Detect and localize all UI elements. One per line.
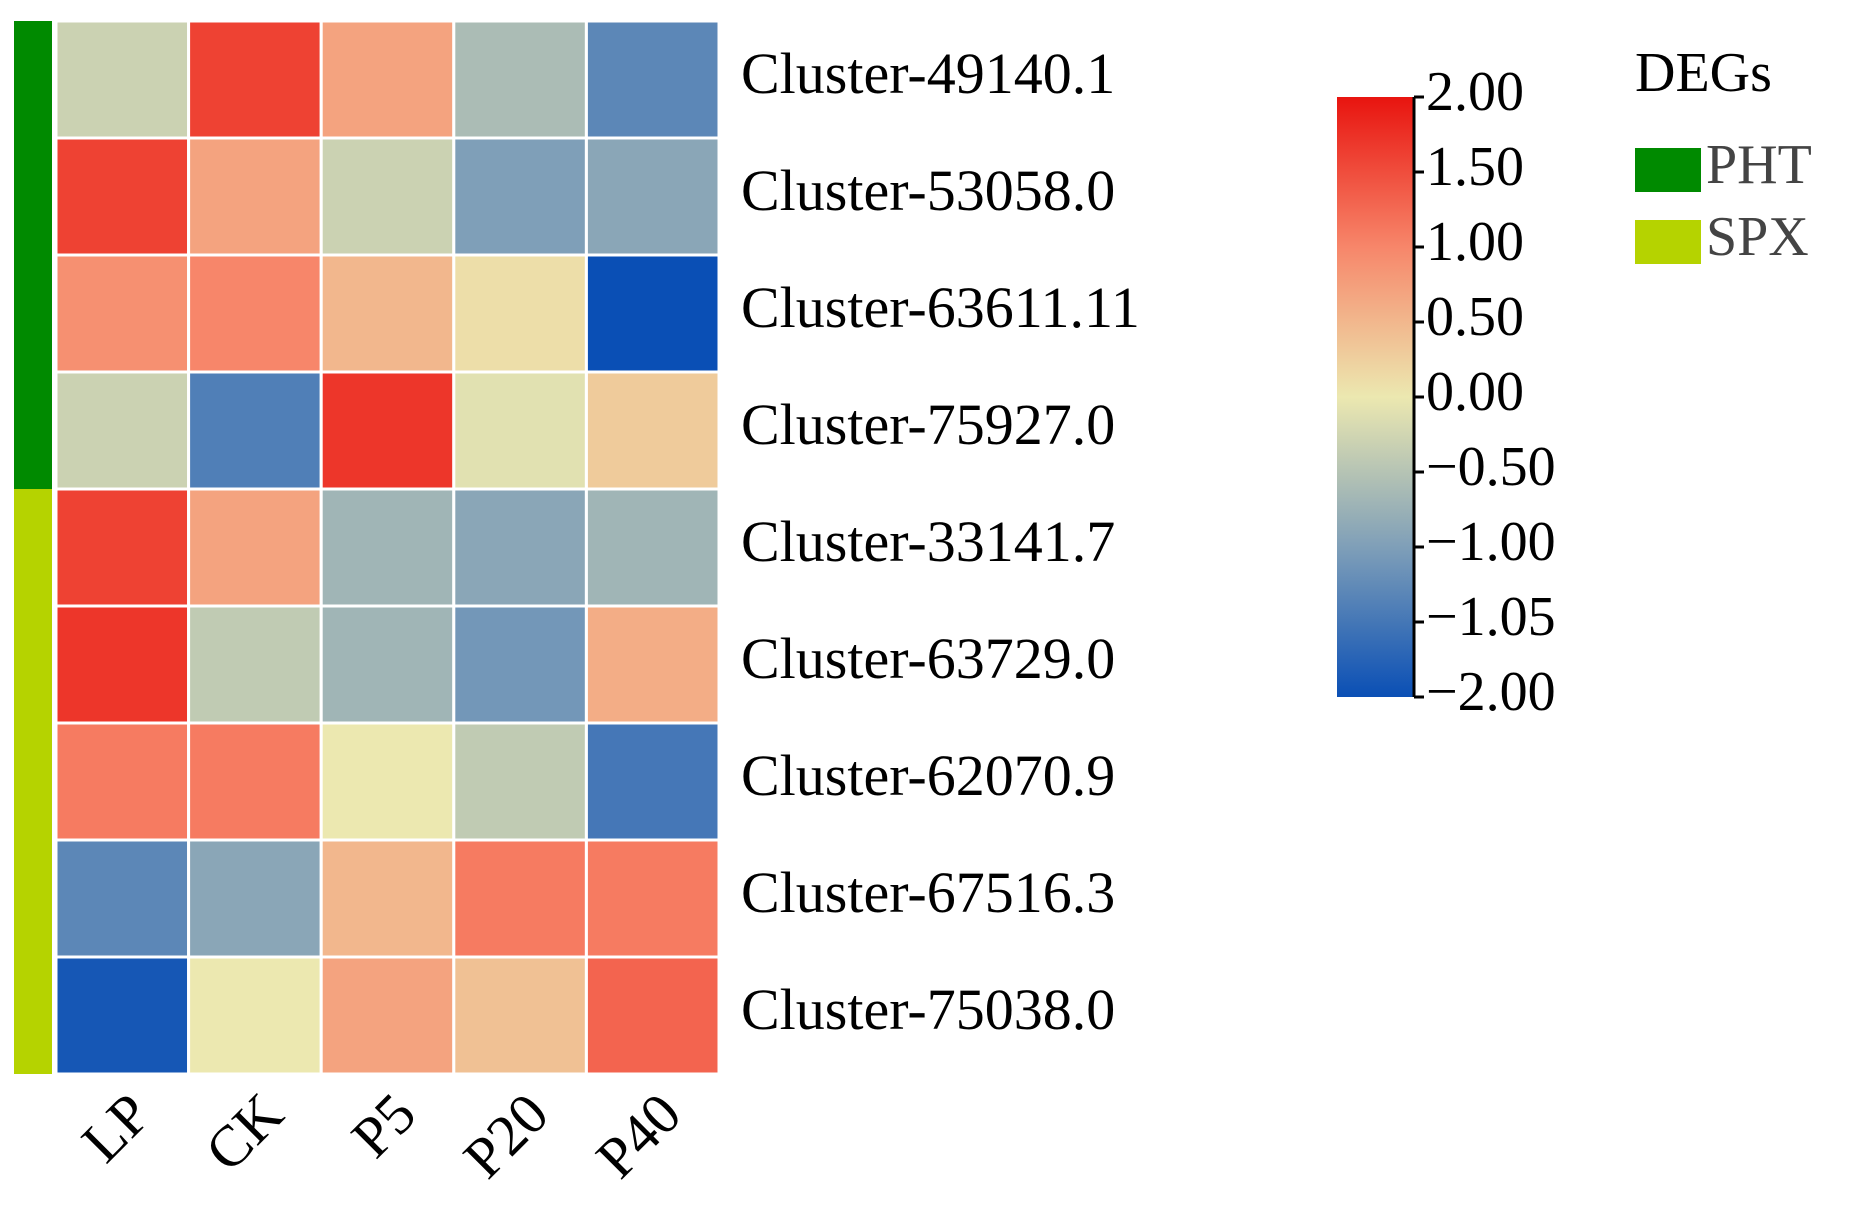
row-label: Cluster-67516.3 (741, 860, 1115, 925)
column-label: P40 (584, 1081, 694, 1191)
colorbar-tick-label: −1.00 (1426, 511, 1556, 573)
heat-cell (584, 955, 721, 1076)
row-label: Cluster-75038.0 (741, 977, 1115, 1042)
colorbar-tick-label: 0.00 (1426, 361, 1524, 423)
heat-cell (452, 838, 588, 959)
heat-cell (584, 604, 721, 725)
column-label: P20 (451, 1081, 561, 1191)
heat-cell (187, 487, 323, 608)
heat-cell (452, 955, 588, 1076)
heat-cell (54, 253, 191, 374)
heat-cell (54, 955, 191, 1076)
heat-cell (187, 370, 323, 491)
row-label: Cluster-75927.0 (741, 392, 1115, 457)
heat-cell (452, 253, 588, 374)
heat-cell (452, 370, 588, 491)
heat-cell (54, 604, 191, 725)
column-label: P5 (339, 1081, 428, 1170)
heat-cell (452, 721, 588, 842)
legend-label: SPX (1706, 206, 1809, 268)
heat-cell (452, 19, 588, 140)
column-label: CK (193, 1081, 296, 1184)
heat-cell (584, 370, 721, 491)
heat-cell (584, 721, 721, 842)
colorbar (1337, 97, 1414, 697)
heat-cell (187, 604, 323, 725)
heat-cell (54, 838, 191, 959)
heat-cell (319, 370, 456, 491)
heat-cell (187, 136, 323, 257)
legend-swatch (1635, 148, 1701, 192)
heat-cell (54, 487, 191, 608)
colorbar-tick-label: 1.50 (1426, 136, 1524, 198)
row-label: Cluster-63611.11 (741, 275, 1140, 340)
heat-cell (584, 136, 721, 257)
heat-cell (54, 721, 191, 842)
heat-cell (452, 136, 588, 257)
heat-cell (187, 955, 323, 1076)
heat-cell (187, 838, 323, 959)
heat-cell (452, 604, 588, 725)
heat-cell (54, 19, 191, 140)
row-label: Cluster-53058.0 (741, 158, 1115, 223)
heat-cell (584, 19, 721, 140)
heat-cell (319, 604, 456, 725)
heat-cell (187, 721, 323, 842)
group-bar (14, 21, 52, 489)
heat-cell (319, 19, 456, 140)
row-label: Cluster-33141.7 (741, 509, 1115, 574)
heat-cell (584, 487, 721, 608)
colorbar-tick-label: 0.50 (1426, 286, 1524, 348)
row-label: Cluster-49140.1 (741, 41, 1115, 106)
heat-cell (187, 19, 323, 140)
heat-cell (54, 370, 191, 491)
heat-cell (319, 838, 456, 959)
heat-cell (584, 838, 721, 959)
row-label: Cluster-63729.0 (741, 626, 1115, 691)
heat-cell (452, 487, 588, 608)
group-bar (14, 489, 52, 1074)
colorbar-tick-label: 2.00 (1426, 61, 1524, 123)
heat-cell (319, 136, 456, 257)
heat-cell (187, 253, 323, 374)
colorbar-tick-label: −1.05 (1426, 586, 1556, 648)
column-label: LP (69, 1081, 163, 1175)
heat-cell (319, 721, 456, 842)
colorbar-tick-label: 1.00 (1426, 211, 1524, 273)
heat-cell (584, 253, 721, 374)
heat-cell (319, 955, 456, 1076)
legend-label: PHT (1706, 134, 1812, 196)
heat-cell (54, 136, 191, 257)
heat-cell (319, 253, 456, 374)
legend-swatch (1635, 220, 1701, 264)
row-label: Cluster-62070.9 (741, 743, 1115, 808)
colorbar-tick-label: −2.00 (1426, 661, 1556, 723)
colorbar-tick-label: −0.50 (1426, 436, 1556, 498)
heat-cell (319, 487, 456, 608)
legend-title: DEGs (1635, 42, 1772, 104)
